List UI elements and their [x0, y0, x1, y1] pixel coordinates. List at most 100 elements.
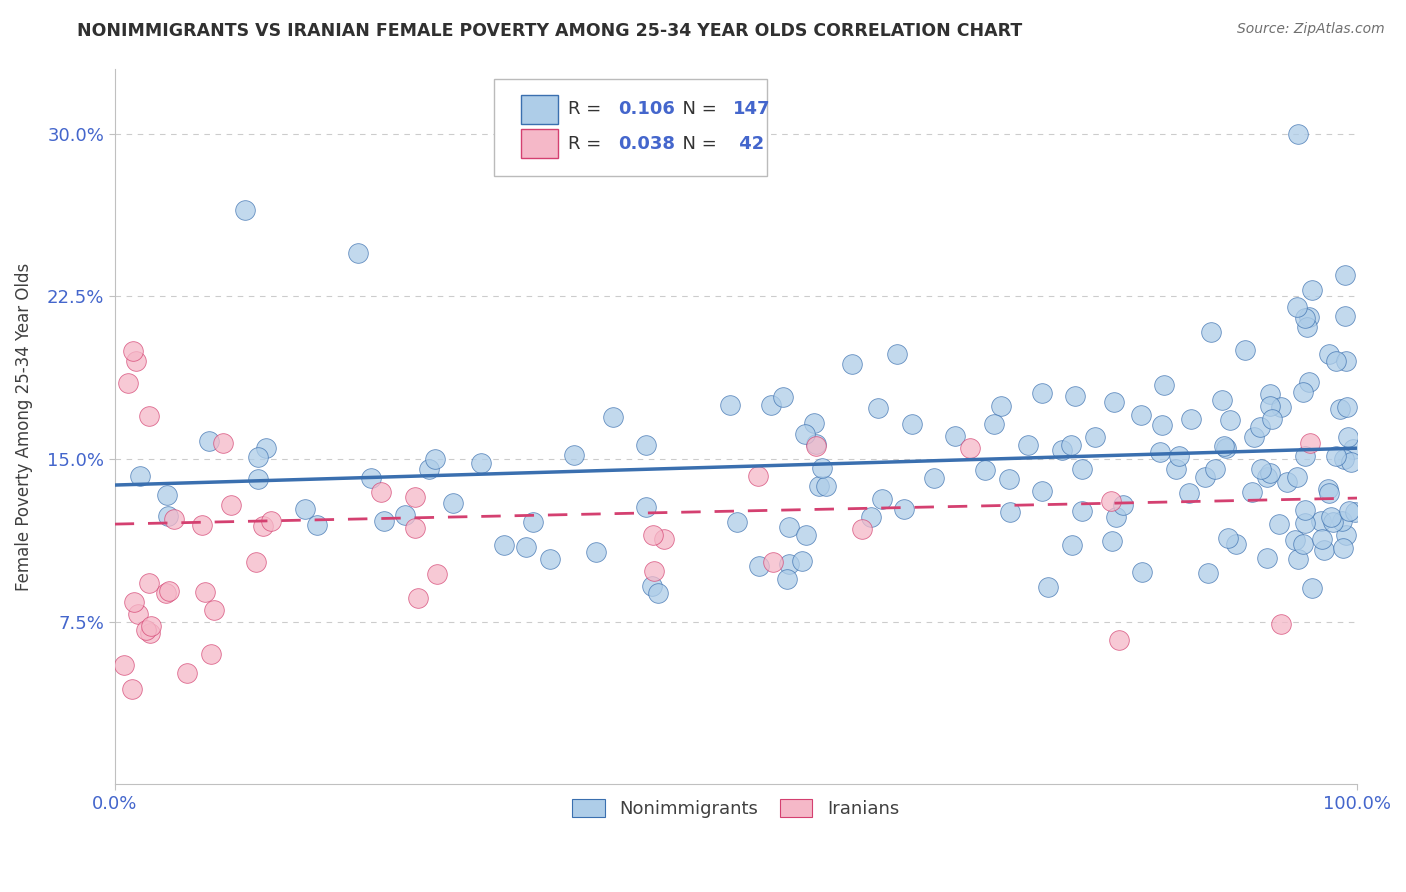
Point [1101, 533, 1123, 548]
Point [405, 490, 427, 504]
Point [1333, 541, 1355, 555]
Point [423, 451, 446, 466]
Point [1324, 450, 1347, 464]
Point [1194, 469, 1216, 483]
Point [1301, 581, 1323, 595]
Point [973, 463, 995, 477]
Point [1038, 580, 1060, 594]
Point [245, 555, 267, 569]
Point [793, 427, 815, 442]
Point [1285, 469, 1308, 483]
Point [1084, 430, 1107, 444]
Point [815, 479, 838, 493]
Text: 0.038: 0.038 [617, 135, 675, 153]
Point [1108, 633, 1130, 648]
Point [1164, 461, 1187, 475]
Point [426, 566, 449, 581]
Point [360, 471, 382, 485]
Point [1070, 504, 1092, 518]
Bar [520, 95, 558, 124]
Point [219, 499, 242, 513]
Point [1258, 399, 1281, 413]
Point [202, 603, 225, 617]
Point [1105, 510, 1128, 524]
Point [112, 657, 135, 672]
Point [602, 410, 624, 425]
Point [1256, 550, 1278, 565]
Point [1336, 401, 1358, 415]
Point [254, 441, 277, 455]
Point [1286, 551, 1309, 566]
Point [901, 417, 924, 431]
Point [725, 515, 748, 529]
Point [1132, 565, 1154, 579]
Point [117, 376, 139, 390]
Point [1031, 484, 1053, 499]
Point [1294, 311, 1316, 326]
Point [1258, 467, 1281, 481]
Point [1317, 485, 1340, 500]
Point [634, 438, 657, 452]
Point [1215, 441, 1237, 455]
Point [1312, 542, 1334, 557]
Point [246, 450, 269, 465]
Text: 42: 42 [734, 135, 765, 153]
Point [1099, 494, 1122, 508]
Point [1334, 528, 1357, 542]
Point [1337, 430, 1360, 444]
Point [1211, 392, 1233, 407]
Point [128, 469, 150, 483]
Point [634, 500, 657, 514]
Point [1294, 503, 1316, 517]
Point [1277, 475, 1299, 489]
Point [1319, 510, 1341, 524]
Point [1180, 412, 1202, 426]
Point [1243, 430, 1265, 444]
Text: N =: N = [671, 135, 723, 153]
Point [1260, 412, 1282, 426]
Point [125, 354, 148, 368]
Point [1197, 566, 1219, 581]
Y-axis label: Female Poverty Among 25-34 Year Olds: Female Poverty Among 25-34 Year Olds [15, 262, 32, 591]
Text: N =: N = [671, 100, 723, 119]
Point [1256, 470, 1278, 484]
Point [647, 586, 669, 600]
Point [347, 246, 370, 260]
Point [1310, 532, 1333, 546]
Point [1031, 386, 1053, 401]
Point [1250, 462, 1272, 476]
Point [997, 472, 1019, 486]
Point [886, 347, 908, 361]
Point [155, 586, 177, 600]
Point [794, 528, 817, 542]
Point [1270, 616, 1292, 631]
Point [1336, 354, 1358, 368]
Point [748, 558, 770, 573]
Point [778, 557, 800, 571]
Point [790, 554, 813, 568]
Point [124, 595, 146, 609]
Point [1212, 439, 1234, 453]
Point [1225, 537, 1247, 551]
Point [772, 390, 794, 404]
Point [762, 555, 785, 569]
Point [1322, 515, 1344, 529]
Point [197, 434, 219, 449]
Point [515, 540, 537, 554]
Text: 147: 147 [734, 100, 770, 119]
Point [252, 519, 274, 533]
Point [538, 552, 561, 566]
Point [998, 506, 1021, 520]
Point [959, 441, 981, 455]
Point [156, 487, 179, 501]
Point [305, 517, 328, 532]
Point [851, 522, 873, 536]
Point [1310, 514, 1333, 528]
Point [1343, 442, 1365, 456]
Point [135, 623, 157, 637]
Text: Source: ZipAtlas.com: Source: ZipAtlas.com [1237, 22, 1385, 37]
Point [990, 399, 1012, 413]
Point [804, 439, 827, 453]
Point [1017, 437, 1039, 451]
FancyBboxPatch shape [494, 79, 766, 176]
